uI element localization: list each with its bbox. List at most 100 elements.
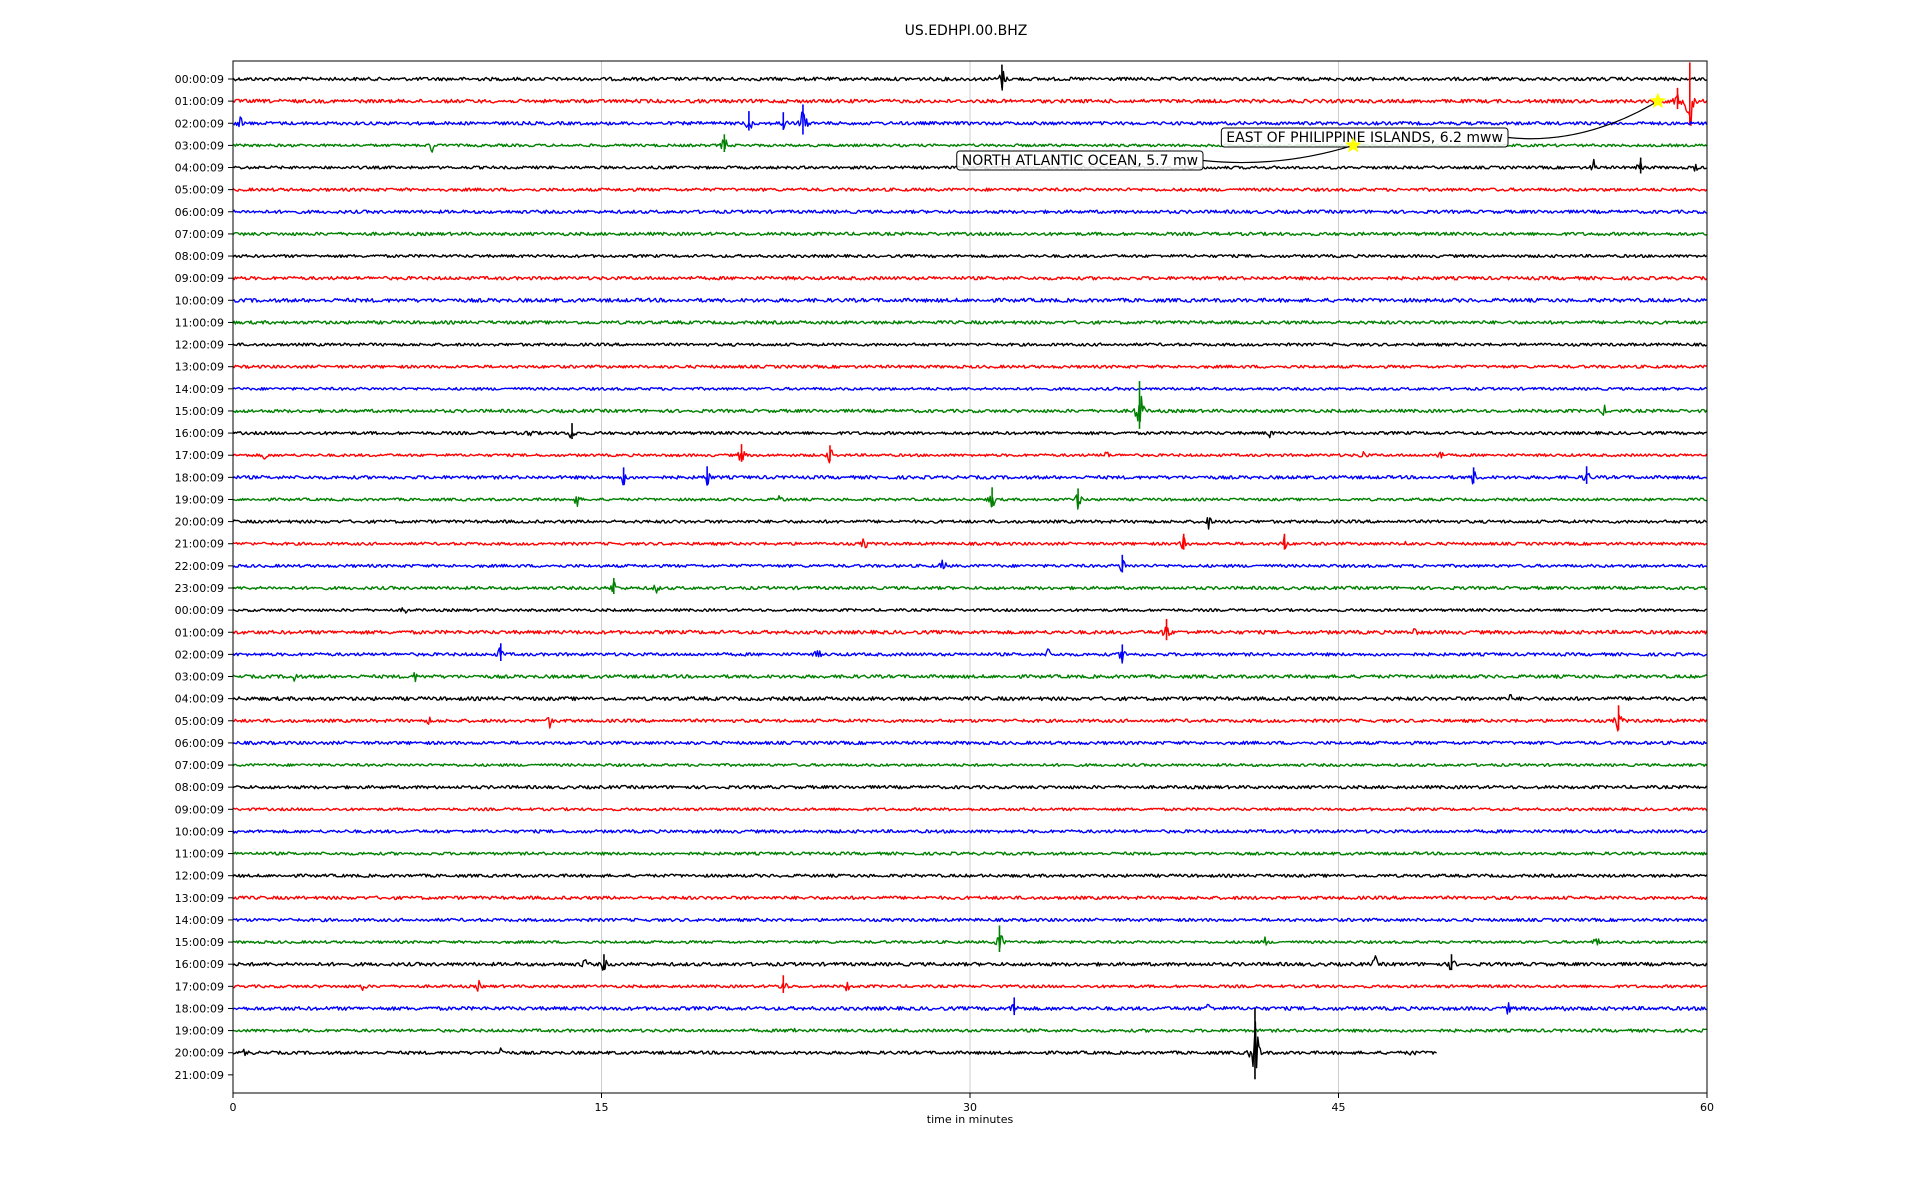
trace-row-28 bbox=[232, 694, 1707, 702]
row-label-5: 05:00:09 bbox=[175, 184, 224, 197]
trace-row-40 bbox=[232, 955, 1708, 971]
row-label-15: 15:00:09 bbox=[175, 405, 224, 418]
row-label-43: 19:00:09 bbox=[175, 1025, 224, 1038]
row-label-29: 05:00:09 bbox=[175, 715, 224, 728]
row-label-8: 08:00:09 bbox=[175, 250, 224, 263]
row-label-16: 16:00:09 bbox=[175, 427, 224, 440]
row-label-19: 19:00:09 bbox=[175, 493, 224, 506]
row-label-25: 01:00:09 bbox=[175, 626, 224, 639]
trace-row-13 bbox=[232, 364, 1707, 369]
row-label-6: 06:00:09 bbox=[175, 206, 224, 219]
trace-row-38 bbox=[232, 917, 1708, 923]
trace-row-20 bbox=[232, 517, 1708, 530]
plot-frame bbox=[232, 60, 1708, 1094]
trace-row-7 bbox=[232, 231, 1707, 237]
event-annotations: EAST OF PHILIPPINE ISLANDS, 6.2 mww NORTH… bbox=[956, 92, 1667, 171]
x-axis-ticks: 0 15 30 45 60 bbox=[230, 1093, 1714, 1114]
row-label-20: 20:00:09 bbox=[175, 516, 224, 529]
trace-row-11 bbox=[232, 320, 1708, 325]
trace-row-19 bbox=[232, 494, 1707, 510]
row-time-labels: 00:00:09 01:00:09 02:00:09 03:00:09 04:00:09… bbox=[175, 73, 233, 1082]
x-tick-label-4: 60 bbox=[1700, 1101, 1714, 1114]
row-label-2: 02:00:09 bbox=[175, 117, 224, 130]
row-label-30: 06:00:09 bbox=[175, 737, 224, 750]
row-label-3: 03:00:09 bbox=[175, 139, 224, 152]
row-label-13: 13:00:09 bbox=[175, 361, 224, 374]
trace-row-42 bbox=[232, 1002, 1707, 1015]
trace-row-18 bbox=[232, 471, 1707, 486]
row-label-40: 16:00:09 bbox=[175, 958, 224, 971]
trace-row-1 bbox=[232, 93, 1708, 127]
trace-row-39 bbox=[232, 935, 1708, 949]
row-label-0: 00:00:09 bbox=[175, 73, 224, 86]
row-label-24: 00:00:09 bbox=[175, 604, 224, 617]
trace-row-25 bbox=[232, 626, 1708, 637]
row-label-28: 04:00:09 bbox=[175, 693, 224, 706]
row-label-9: 09:00:09 bbox=[175, 272, 224, 285]
trace-layer bbox=[232, 62, 1708, 1080]
row-label-4: 04:00:09 bbox=[175, 162, 224, 175]
trace-row-31 bbox=[232, 763, 1708, 768]
trace-row-32 bbox=[232, 784, 1708, 790]
row-label-22: 22:00:09 bbox=[175, 560, 224, 573]
row-label-35: 11:00:09 bbox=[175, 848, 224, 861]
trace-row-43 bbox=[232, 1027, 1707, 1033]
trace-row-26 bbox=[232, 647, 1707, 664]
trace-row-8 bbox=[232, 253, 1707, 259]
row-label-26: 02:00:09 bbox=[175, 648, 224, 661]
x-tick-label-3: 45 bbox=[1332, 1101, 1346, 1114]
row-label-42: 18:00:09 bbox=[175, 1002, 224, 1015]
row-label-12: 12:00:09 bbox=[175, 339, 224, 352]
trace-row-12 bbox=[232, 342, 1707, 347]
row-label-34: 10:00:09 bbox=[175, 825, 224, 838]
trace-row-29 bbox=[232, 714, 1708, 732]
row-label-31: 07:00:09 bbox=[175, 759, 224, 772]
trace-row-2 bbox=[232, 111, 1708, 130]
trace-row-22 bbox=[232, 559, 1707, 572]
trace-row-44 bbox=[232, 1021, 1437, 1069]
event-star-marker-1 bbox=[1344, 136, 1362, 153]
x-tick-label-0: 0 bbox=[230, 1101, 237, 1114]
trace-row-33 bbox=[232, 807, 1708, 812]
row-label-1: 01:00:09 bbox=[175, 95, 224, 108]
trace-row-10 bbox=[232, 297, 1708, 303]
row-label-27: 03:00:09 bbox=[175, 671, 224, 684]
row-label-7: 07:00:09 bbox=[175, 228, 224, 241]
x-axis-label: time in minutes bbox=[927, 1113, 1014, 1126]
trace-row-14 bbox=[232, 386, 1707, 391]
trace-row-24 bbox=[232, 607, 1707, 614]
trace-row-0 bbox=[232, 70, 1707, 91]
trace-row-27 bbox=[232, 672, 1707, 683]
row-label-14: 14:00:09 bbox=[175, 383, 224, 396]
event-connector-1 bbox=[1202, 144, 1354, 164]
row-label-37: 13:00:09 bbox=[175, 892, 224, 905]
trace-row-34 bbox=[232, 829, 1708, 834]
row-label-44: 20:00:09 bbox=[175, 1047, 224, 1060]
trace-row-30 bbox=[232, 740, 1707, 746]
trace-row-21 bbox=[232, 535, 1707, 550]
row-label-17: 17:00:09 bbox=[175, 449, 224, 462]
chart-title: US.EDHPI.00.BHZ bbox=[905, 23, 1028, 39]
row-label-21: 21:00:09 bbox=[175, 538, 224, 551]
row-label-11: 11:00:09 bbox=[175, 316, 224, 329]
trace-row-17 bbox=[232, 449, 1708, 464]
trace-row-23 bbox=[232, 581, 1708, 594]
x-tick-label-1: 15 bbox=[595, 1101, 609, 1114]
trace-row-37 bbox=[232, 895, 1708, 901]
x-tick-label-2: 30 bbox=[963, 1101, 977, 1114]
row-label-10: 10:00:09 bbox=[175, 294, 224, 307]
event-star-marker-0 bbox=[1649, 92, 1667, 109]
event-connector-0 bbox=[1507, 100, 1659, 140]
trace-row-6 bbox=[232, 209, 1707, 215]
row-label-18: 18:00:09 bbox=[175, 471, 224, 484]
event-label-1: NORTH ATLANTIC OCEAN, 5.7 mw bbox=[962, 153, 1198, 169]
trace-row-15 bbox=[232, 395, 1708, 423]
trace-row-5 bbox=[232, 187, 1708, 192]
trace-row-16 bbox=[232, 430, 1707, 439]
row-label-33: 09:00:09 bbox=[175, 803, 224, 816]
trace-row-41 bbox=[232, 979, 1707, 992]
trace-row-35 bbox=[232, 851, 1708, 856]
row-label-32: 08:00:09 bbox=[175, 781, 224, 794]
